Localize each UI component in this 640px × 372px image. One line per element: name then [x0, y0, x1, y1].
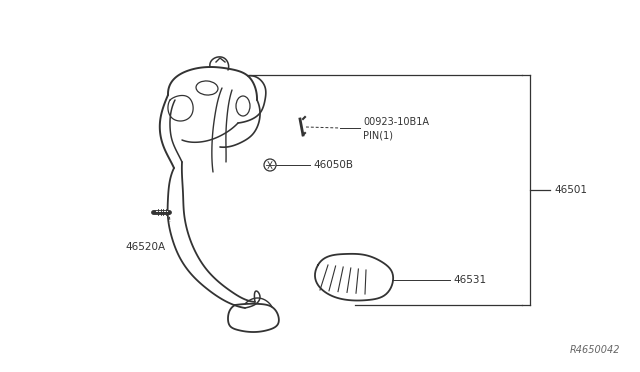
Text: PIN(1): PIN(1): [363, 130, 393, 140]
Text: 46050B: 46050B: [313, 160, 353, 170]
Text: 00923-10B1A: 00923-10B1A: [363, 117, 429, 127]
Ellipse shape: [264, 159, 276, 171]
Text: R4650042: R4650042: [570, 345, 620, 355]
Text: 46520A: 46520A: [125, 242, 165, 252]
Text: 46501: 46501: [554, 185, 587, 195]
Text: 46531: 46531: [453, 275, 486, 285]
